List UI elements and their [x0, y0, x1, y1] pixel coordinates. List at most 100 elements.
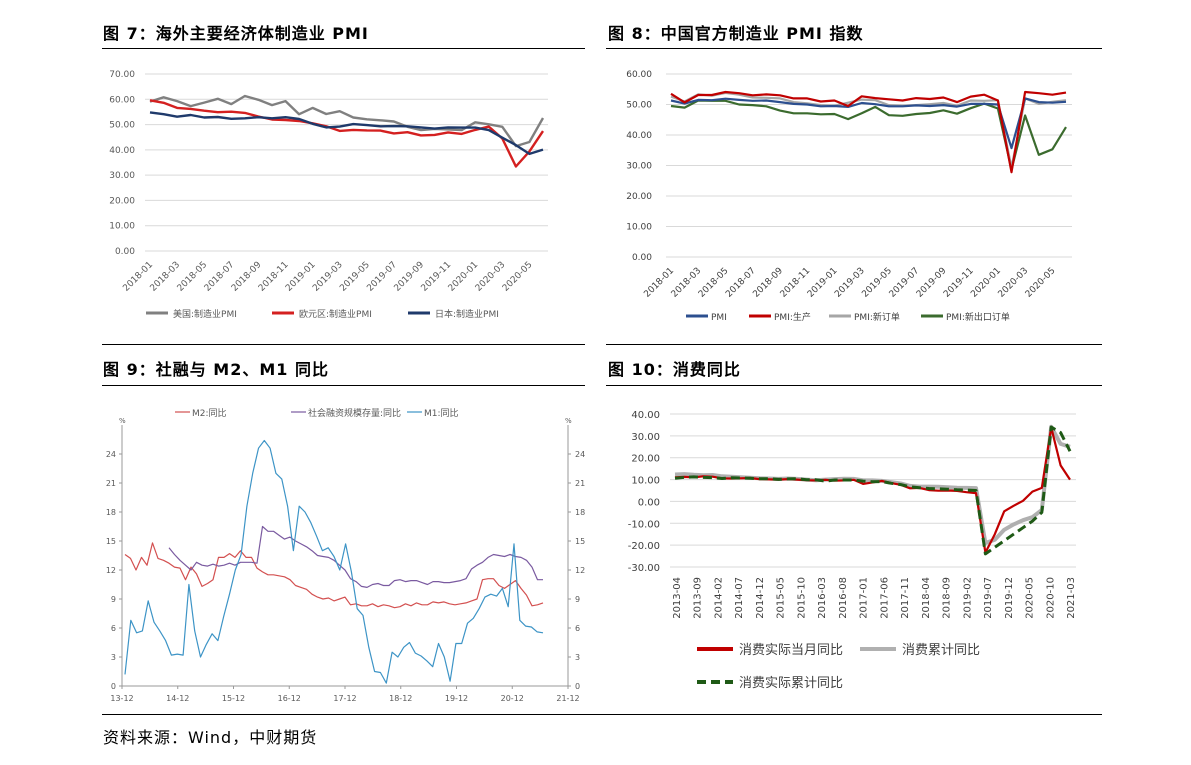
fig9-unit-right: % [565, 417, 572, 425]
fig9-ytick-left: 3 [111, 653, 116, 662]
fig10-legend-label-2: 消费实际累计同比 [739, 676, 843, 691]
fig9-series-m2 [124, 542, 544, 609]
fig8-legend-label-2: PMI:新订单 [854, 311, 900, 323]
fig9-ytick-right: 6 [575, 624, 580, 633]
source-note: 资料来源：Wind，中财期货 [103, 728, 318, 747]
fig9-ytick-right: 0 [575, 682, 580, 691]
fig7-ytick: 20.00 [109, 196, 135, 206]
fig9-legend-label-0: M2:同比 [192, 407, 227, 419]
fig10-xtick: 2016-03 [817, 577, 828, 619]
fig9-xtick: 15-12 [222, 694, 245, 703]
fig9-series-m1 [124, 439, 544, 684]
fig9-ytick-right: 15 [575, 537, 585, 546]
fig9-xtick: 20-12 [501, 694, 524, 703]
fig10-xtick: 2019-02 [962, 577, 973, 619]
fig10-xtick: 2019-12 [1004, 577, 1015, 619]
fig7-ytick: 70.00 [109, 70, 135, 80]
fig9-ytick-right: 3 [575, 653, 580, 662]
fig9-title: 图 9：社融与 M2、M1 同比 [103, 360, 329, 379]
fig10-xtick: 2017-01 [859, 577, 870, 619]
mid-rule-left-top [102, 344, 585, 345]
fig7-ytick: 10.00 [109, 222, 135, 232]
fig9-ytick-left: 6 [111, 624, 116, 633]
fig7-ytick: 30.00 [109, 171, 135, 181]
top-rule-left [102, 48, 585, 49]
fig9-xtick: 19-12 [445, 694, 468, 703]
fig8-title: 图 8：中国官方制造业 PMI 指数 [608, 24, 864, 43]
fig10-ytick: 0.00 [638, 497, 660, 508]
fig10-xtick: 2015-05 [776, 577, 787, 619]
fig10-ytick: 30.00 [631, 432, 660, 443]
mid-rule-right [606, 385, 1102, 386]
mid-rule-right-top [606, 344, 1102, 345]
fig10-ytick: 40.00 [631, 410, 660, 421]
bottom-rule [102, 714, 1102, 715]
fig10-xtick: 2021-03 [1066, 577, 1077, 619]
fig10-xtick: 2017-11 [900, 577, 911, 619]
fig7-title: 图 7：海外主要经济体制造业 PMI [103, 24, 369, 43]
fig10-title: 图 10：消费同比 [608, 360, 741, 379]
fig9-ytick-right: 18 [575, 508, 585, 517]
fig7-xtick: 2020-05 [501, 260, 535, 294]
fig9-xtick: 17-12 [333, 694, 356, 703]
fig8-series-production [670, 90, 1067, 174]
fig9-ytick-right: 21 [575, 479, 585, 488]
fig10-xtick: 2017-06 [879, 577, 890, 619]
fig10-xtick: 2014-07 [734, 577, 745, 619]
fig8-ytick: 0.00 [632, 253, 652, 263]
fig10-ytick: -10.00 [628, 519, 660, 530]
fig10-xtick: 2013-09 [693, 577, 704, 619]
fig8-legend-label-1: PMI:生产 [774, 311, 811, 323]
fig10-ytick: -20.00 [628, 541, 660, 552]
mid-rule-left [102, 385, 585, 386]
fig9-ytick-right: 9 [575, 595, 580, 604]
fig10-ytick: -30.00 [628, 563, 660, 574]
fig7-ytick: 0.00 [115, 247, 135, 257]
fig10-xtick: 2016-08 [838, 577, 849, 619]
fig7-ytick: 50.00 [109, 121, 135, 131]
fig9-ytick-left: 21 [106, 479, 116, 488]
fig10-xtick: 2018-09 [942, 577, 953, 619]
fig10-xtick: 2014-12 [755, 577, 766, 619]
fig10-series-cumulative [674, 424, 1071, 545]
fig10-ytick: 20.00 [631, 454, 660, 465]
top-rule-right [606, 48, 1102, 49]
fig8-series-newexport [670, 99, 1067, 171]
fig7-legend-label-2: 日本:制造业PMI [435, 308, 499, 320]
fig8-legend-label-0: PMI [711, 313, 727, 323]
fig9-ytick-right: 12 [575, 566, 585, 575]
fig8-ytick: 40.00 [626, 131, 652, 141]
fig10-xtick: 2013-04 [672, 577, 683, 619]
fig9-ytick-left: 9 [111, 595, 116, 604]
fig9-legend-label-2: M1:同比 [424, 407, 459, 419]
fig10-xtick: 2020-05 [1025, 577, 1036, 619]
fig10-legend-label-0: 消费实际当月同比 [739, 643, 843, 658]
fig9-xtick: 16-12 [278, 694, 301, 703]
fig8-ytick: 20.00 [626, 192, 652, 202]
fig10-legend-label-1: 消费累计同比 [902, 643, 980, 658]
fig9-ytick-left: 12 [106, 566, 116, 575]
fig10-ytick: 10.00 [631, 476, 660, 487]
fig7-series-japan [149, 111, 544, 156]
fig7-ytick: 40.00 [109, 146, 135, 156]
fig7-series-us [149, 94, 545, 148]
fig9-ytick-left: 0 [111, 682, 116, 691]
fig7-legend-label-0: 美国:制造业PMI [173, 308, 237, 320]
fig9-xtick: 14-12 [166, 694, 189, 703]
fig10-series-monthly-real [674, 426, 1071, 554]
fig9-ytick-left: 24 [106, 450, 116, 459]
fig10-xtick: 2018-04 [921, 577, 932, 619]
fig9-ytick-left: 18 [106, 508, 116, 517]
fig10-xtick: 2020-10 [1045, 577, 1056, 619]
fig10-xtick: 2015-10 [796, 577, 807, 619]
fig8-legend-label-3: PMI:新出口订单 [946, 311, 1010, 323]
fig8-ytick: 50.00 [626, 101, 652, 111]
fig8-xtick: 2020-05 [1024, 266, 1058, 300]
fig9-unit-left: % [119, 417, 126, 425]
fig8-ytick: 10.00 [626, 223, 652, 233]
fig7-series-euro [149, 99, 544, 168]
fig9-xtick: 13-12 [110, 694, 133, 703]
fig9-legend-label-1: 社会融资规模存量:同比 [308, 407, 401, 419]
fig8-ytick: 30.00 [626, 162, 652, 172]
